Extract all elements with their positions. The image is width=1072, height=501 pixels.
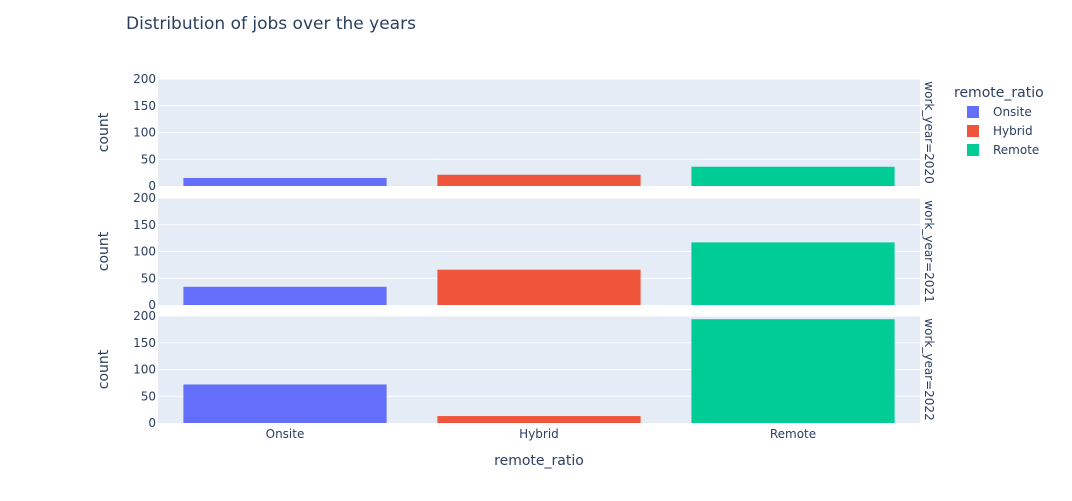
y-tick-label: 200 (133, 191, 156, 205)
y-tick-label: 150 (133, 218, 156, 232)
bar-onsite-2 (183, 286, 387, 305)
facet-panel-1: 0 50 100 150 200 count work_year=2020 (96, 72, 936, 193)
y-tick-label: 200 (133, 72, 156, 86)
bar-onsite-3 (183, 384, 387, 423)
y-tick-label: 50 (141, 389, 156, 403)
facet-panel-3: 0 50 100 150 200 count work_year=2022 (96, 309, 936, 430)
x-axis-title: remote_ratio (494, 453, 584, 469)
y-tick-label: 100 (133, 363, 156, 377)
legend-label-onsite[interactable]: Onsite (993, 105, 1032, 119)
facet-label: work_year=2020 (922, 81, 936, 183)
bar-hybrid-3 (437, 416, 641, 423)
y-axis-title: count (96, 349, 112, 389)
y-tick-label: 50 (141, 152, 156, 166)
y-axis-title: count (96, 231, 112, 271)
x-tick-label: Remote (770, 427, 816, 441)
y-tick-label: 0 (148, 179, 156, 193)
bar-remote-3 (691, 319, 895, 423)
zero-line (158, 423, 920, 424)
y-tick-label: 200 (133, 309, 156, 323)
y-tick-label: 0 (148, 298, 156, 312)
y-tick-label: 50 (141, 271, 156, 285)
bar-hybrid-1 (437, 174, 641, 186)
y-tick-label: 100 (133, 245, 156, 259)
x-tick-label: Hybrid (519, 427, 559, 441)
facet-panels: 0 50 100 150 200 count work_year=2020 0 50 100 150… (96, 72, 936, 441)
bar-onsite-1 (183, 177, 387, 186)
bar-hybrid-2 (437, 269, 641, 305)
y-tick-label: 150 (133, 99, 156, 113)
bar-remote-1 (691, 166, 895, 186)
zero-line (158, 186, 920, 187)
legend-label-remote[interactable]: Remote (993, 143, 1039, 157)
chart-title: Distribution of jobs over the years (126, 14, 416, 34)
y-tick-label: 150 (133, 336, 156, 350)
legend: remote_ratio Onsite Hybrid Remote (954, 85, 1044, 157)
facet-panel-2: 0 50 100 150 200 count work_year=2021 (96, 191, 936, 312)
facet-label: work_year=2021 (922, 200, 936, 302)
legend-swatch-remote[interactable] (967, 144, 979, 156)
legend-swatch-onsite[interactable] (967, 106, 979, 118)
legend-title: remote_ratio (954, 85, 1044, 101)
x-tick-label: Onsite (266, 427, 305, 441)
y-tick-label: 0 (148, 416, 156, 430)
legend-swatch-hybrid[interactable] (967, 125, 979, 137)
legend-label-hybrid[interactable]: Hybrid (993, 124, 1033, 138)
y-tick-label: 100 (133, 126, 156, 140)
facet-label: work_year=2022 (922, 318, 936, 420)
bar-remote-2 (691, 242, 895, 305)
zero-line (158, 305, 920, 306)
y-axis-title: count (96, 112, 112, 152)
